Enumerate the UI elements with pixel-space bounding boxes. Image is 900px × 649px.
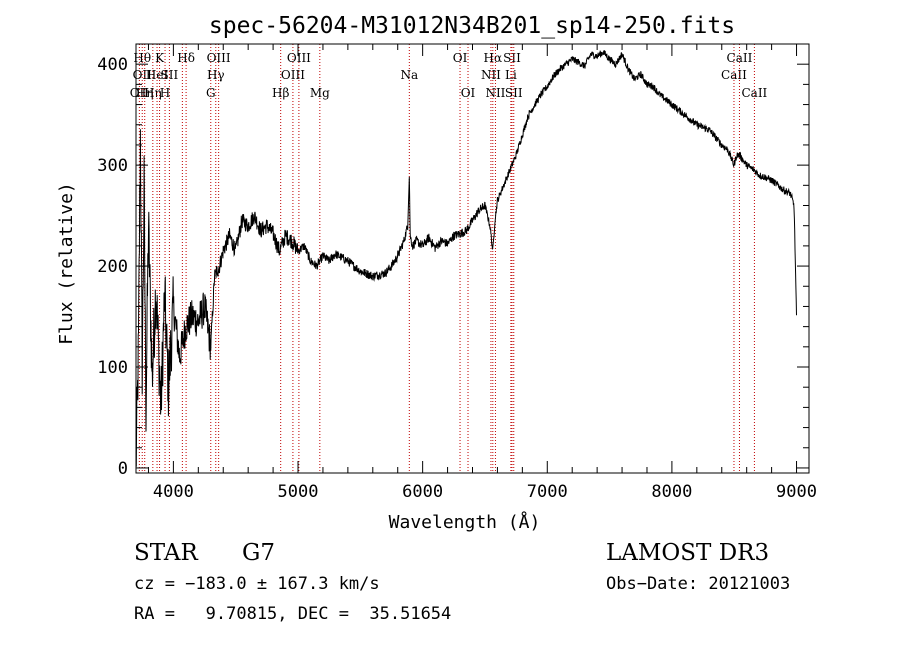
- spectral-line-label: K: [155, 51, 165, 65]
- y-tick-label: 200: [97, 257, 128, 277]
- spectral-line-label: SII: [161, 68, 179, 82]
- spectral-line-label: OIII: [287, 51, 311, 65]
- obs-date: Obs−Date: 20121003: [606, 574, 791, 594]
- chart-title: spec-56204-M31012N34B201_sp14-250.fits: [209, 13, 735, 39]
- spectral-line-label: H: [160, 86, 170, 100]
- y-tick-label: 0: [118, 459, 128, 479]
- spectral-line-label: HeI: [146, 68, 169, 82]
- spectral-line-label: Hδ: [177, 51, 195, 65]
- spectral-line-label: NII: [481, 68, 501, 82]
- spectral-line-label: Hθ: [133, 51, 151, 65]
- x-tick-label: 8000: [651, 482, 692, 502]
- spectral-line-label: CaII: [741, 86, 767, 100]
- coordinates: RA = 9.70815, DEC = 35.51654: [134, 604, 452, 624]
- spectral-line-label: Hα: [484, 51, 503, 65]
- spectral-line-label: SII: [505, 86, 523, 100]
- spectral-line-label: OI: [461, 86, 476, 100]
- spectral-line-label: OII: [133, 68, 153, 82]
- y-axis-label: Flux (relative): [56, 182, 77, 345]
- spectral-line-label: Na: [400, 68, 418, 82]
- spectral-line-label: CaII: [721, 68, 747, 82]
- x-tick-label: 9000: [776, 482, 817, 502]
- y-tick-label: 100: [97, 358, 128, 378]
- spectral-line-label: Hη: [136, 86, 154, 100]
- spectral-line-label: Hγ: [207, 68, 225, 82]
- x-tick-label: 5000: [278, 482, 319, 502]
- object-type: STAR: [134, 540, 198, 566]
- object-subclass: G7: [242, 540, 276, 566]
- spectral-line-label: OI: [453, 51, 468, 65]
- spectrum-series-line: [135, 50, 797, 467]
- spectral-line-label: G: [206, 86, 216, 100]
- spectral-line-label: NII: [485, 86, 505, 100]
- plot-frame: [135, 43, 810, 474]
- spectral-line-label: Mg: [310, 86, 330, 100]
- spectral-line-label: CaII: [727, 51, 753, 65]
- x-axis-label: Wavelength (Å): [389, 511, 541, 533]
- spectral-line-label: OIII: [281, 68, 305, 82]
- y-tick-label: 300: [97, 156, 128, 176]
- spectral-line-label: SII: [503, 51, 521, 65]
- spectral-line-label: Li: [505, 68, 517, 82]
- x-tick-label: 6000: [402, 482, 443, 502]
- x-tick-label: 7000: [527, 482, 568, 502]
- redshift-readout: cz = −183.0 ± 167.3 km/s: [134, 574, 380, 594]
- survey-name: LAMOST DR3: [606, 540, 770, 566]
- spectral-line-label: Hβ: [272, 86, 289, 100]
- y-tick-label: 400: [97, 55, 128, 75]
- x-tick-label: 4000: [153, 482, 194, 502]
- spectral-line-label: OIII: [207, 51, 231, 65]
